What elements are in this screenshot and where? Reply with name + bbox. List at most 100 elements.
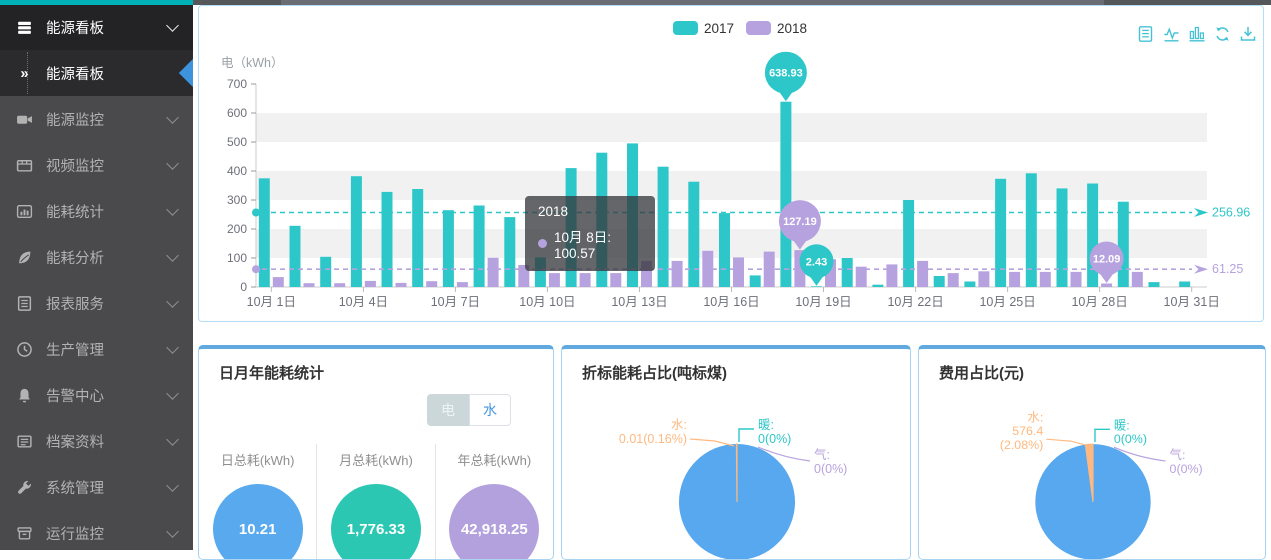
chevron-down-icon bbox=[166, 386, 179, 400]
sidebar-item-系统管理[interactable]: 系统管理 bbox=[0, 464, 193, 510]
folder-icon bbox=[16, 433, 33, 450]
bar-2017[interactable] bbox=[903, 200, 915, 287]
sidebar-item-能耗统计[interactable]: 能耗统计 bbox=[0, 188, 193, 234]
bar-2017[interactable] bbox=[1087, 183, 1099, 288]
bar-2017[interactable] bbox=[1025, 173, 1037, 287]
chevron-down-icon bbox=[166, 19, 179, 32]
bar-2018[interactable] bbox=[426, 281, 438, 287]
bar-2017[interactable] bbox=[320, 256, 332, 287]
markline-arrow bbox=[1194, 264, 1208, 274]
bar-2018[interactable] bbox=[794, 250, 806, 287]
bar-2017[interactable] bbox=[995, 178, 1007, 287]
bar-2018[interactable] bbox=[334, 283, 346, 287]
legend-label-2017[interactable]: 2017 bbox=[704, 21, 734, 36]
bar-2018[interactable] bbox=[1009, 271, 1021, 287]
sidebar-item-sub-能源看板[interactable]: » 能源看板 bbox=[0, 50, 193, 96]
bar-2017[interactable] bbox=[504, 217, 516, 287]
sidebar-item-生产管理[interactable]: 生产管理 bbox=[0, 326, 193, 372]
sidebar-item-能源监控[interactable]: 能源监控 bbox=[0, 96, 193, 142]
toolbox-switch-to-line-icon[interactable] bbox=[1164, 27, 1179, 42]
legend-label-2018[interactable]: 2018 bbox=[777, 21, 807, 36]
bar-2017[interactable] bbox=[1056, 188, 1068, 287]
stat-label: 年总耗(kWh) bbox=[457, 453, 532, 468]
toggle-water-button[interactable]: 水 bbox=[469, 394, 511, 426]
bar-2018[interactable] bbox=[364, 280, 376, 287]
bar-2017[interactable] bbox=[412, 189, 424, 287]
legend-swatch-2018[interactable] bbox=[746, 21, 771, 35]
x-tick-label: 10月 13日 bbox=[611, 295, 667, 309]
bar-2018[interactable] bbox=[456, 282, 468, 287]
bar-2017[interactable] bbox=[627, 143, 638, 287]
x-tick-label: 10月 4日 bbox=[339, 295, 388, 309]
bar-2017[interactable] bbox=[596, 152, 608, 287]
toolbox-data-view-icon[interactable] bbox=[1138, 26, 1153, 42]
markpoint-pin-max bbox=[764, 51, 807, 94]
bar-2018[interactable] bbox=[518, 265, 530, 287]
bar-2017[interactable] bbox=[872, 284, 884, 287]
sidebar-item-运行监控[interactable]: 运行监控 bbox=[0, 510, 193, 550]
bar-2017[interactable] bbox=[964, 281, 976, 288]
bar-2017[interactable] bbox=[1179, 281, 1191, 288]
bar-2017[interactable] bbox=[442, 210, 454, 287]
sidebar-item-能源看板[interactable]: 能源看板 bbox=[0, 5, 193, 50]
bar-2018[interactable] bbox=[1070, 271, 1082, 287]
bar-2018[interactable] bbox=[825, 259, 836, 287]
bar-2018[interactable] bbox=[641, 260, 652, 287]
sidebar-item-告警中心[interactable]: 告警中心 bbox=[0, 372, 193, 418]
bar-2018[interactable] bbox=[1039, 271, 1051, 287]
bar-2018[interactable] bbox=[303, 283, 315, 287]
bar-2017[interactable] bbox=[1117, 201, 1129, 287]
bar-2018[interactable] bbox=[272, 277, 284, 287]
bar-2017[interactable] bbox=[780, 101, 792, 287]
bar-2018[interactable] bbox=[733, 257, 744, 287]
toolbox-restore-icon[interactable] bbox=[1216, 27, 1229, 41]
bar-2018[interactable] bbox=[886, 264, 898, 287]
bar-2018[interactable] bbox=[1101, 283, 1113, 288]
tree-guide-line bbox=[27, 52, 28, 94]
sidebar-item-视频监控[interactable]: 视频监控 bbox=[0, 142, 193, 188]
std-coal-pie-chart[interactable]: 水:0.01(0.16%)暖:0(0%)气:0(0%) bbox=[562, 389, 910, 560]
bar-2017[interactable] bbox=[289, 225, 301, 287]
chart-legend[interactable]: 2017 2018 bbox=[673, 21, 807, 36]
stat-monthly: 月总耗(kWh) 1,776.33 bbox=[316, 444, 434, 559]
sidebar-item-label: 能源监控 bbox=[46, 112, 104, 129]
bar-2017[interactable] bbox=[258, 178, 270, 288]
sidebar-item-报表服务[interactable]: 报表服务 bbox=[0, 280, 193, 326]
bar-2018[interactable] bbox=[1131, 271, 1143, 287]
bar-2017[interactable] bbox=[933, 276, 945, 287]
bar-2017[interactable] bbox=[719, 213, 730, 287]
legend-swatch-2017[interactable] bbox=[673, 21, 698, 35]
fee-pie-chart[interactable]: 水:576.4(2.08%)暖:0(0%)气:0(0%) bbox=[919, 389, 1265, 560]
bar-2018[interactable] bbox=[548, 273, 560, 287]
sidebar-item-label: 能耗统计 bbox=[46, 204, 104, 221]
bar-2017[interactable] bbox=[749, 275, 761, 287]
toggle-electricity-button[interactable]: 电 bbox=[427, 394, 469, 426]
bar-2018[interactable] bbox=[671, 260, 683, 287]
toolbox-save-image-icon[interactable] bbox=[1240, 27, 1256, 41]
sidebar-item-能耗分析[interactable]: 能耗分析 bbox=[0, 234, 193, 280]
y-tick-label: 200 bbox=[227, 222, 247, 236]
bar-2018[interactable] bbox=[978, 271, 990, 287]
bar-chart-svg[interactable]: 0 100 200 300 400 500 600 700 10月 1日 10月 4日 10月 7日… bbox=[199, 6, 1263, 321]
bar-2018[interactable] bbox=[579, 273, 591, 287]
bar-2017[interactable] bbox=[688, 181, 700, 287]
toolbox-switch-to-bar-icon[interactable] bbox=[1189, 26, 1205, 42]
bar-2017[interactable] bbox=[534, 257, 546, 287]
x-tick-label: 10月 19日 bbox=[795, 295, 851, 309]
pie-slice-水[interactable] bbox=[735, 443, 738, 503]
bar-2018[interactable] bbox=[487, 257, 499, 287]
bar-2018[interactable] bbox=[947, 273, 959, 287]
bar-2018[interactable] bbox=[395, 282, 407, 287]
bar-2017[interactable] bbox=[1148, 282, 1160, 287]
sidebar-item-档案资料[interactable]: 档案资料 bbox=[0, 418, 193, 464]
bar-2017[interactable] bbox=[381, 191, 393, 287]
bar-2017[interactable] bbox=[350, 176, 362, 287]
bar-2017[interactable] bbox=[657, 166, 669, 287]
bar-2018[interactable] bbox=[855, 266, 867, 287]
bar-2017[interactable] bbox=[841, 258, 853, 287]
pie-label-气: 0(0%) bbox=[814, 462, 847, 476]
bar-2018[interactable] bbox=[610, 273, 622, 287]
bar-2017[interactable] bbox=[811, 286, 822, 287]
bar-2018[interactable] bbox=[917, 260, 929, 287]
bar-2017[interactable] bbox=[473, 205, 485, 288]
